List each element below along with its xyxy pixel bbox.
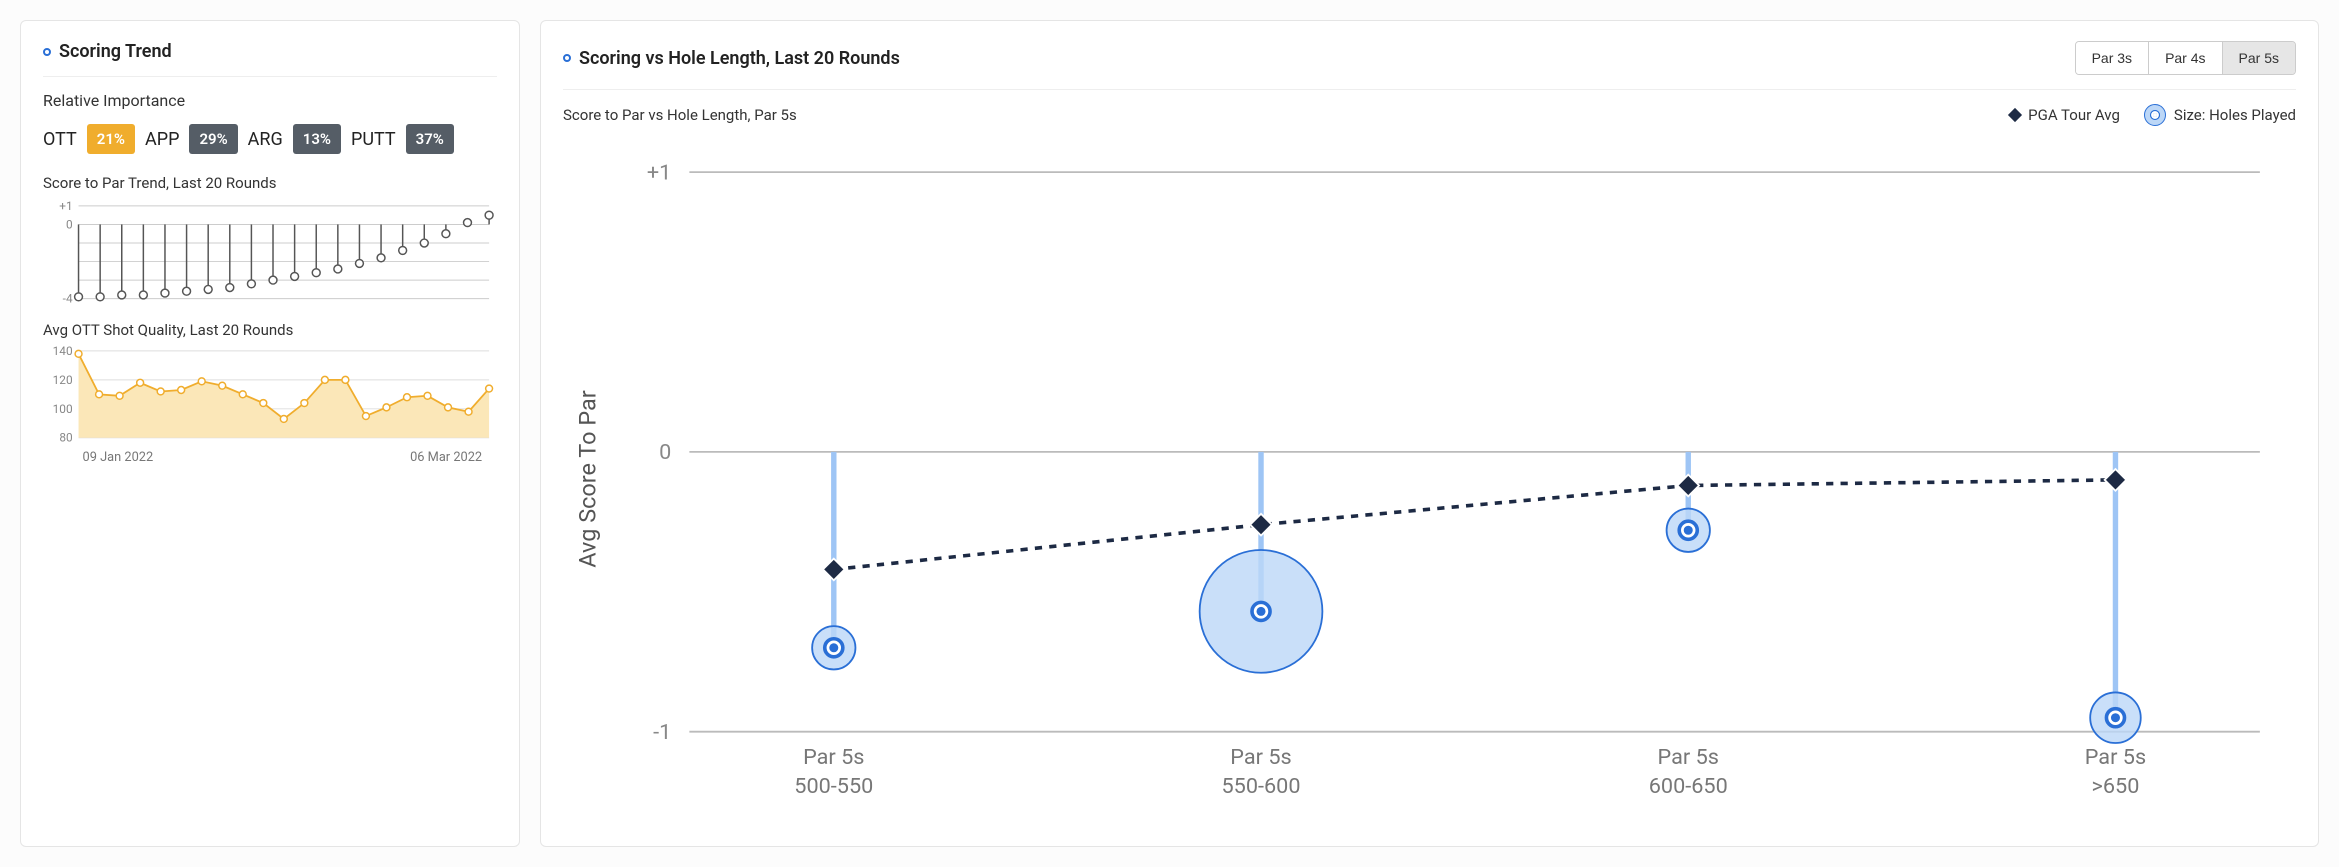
right-sub-row: Score to Par vs Hole Length, Par 5s PGA … bbox=[563, 104, 2296, 126]
svg-text:0: 0 bbox=[66, 217, 73, 231]
par-tab-group: Par 3sPar 4sPar 5s bbox=[2075, 41, 2296, 75]
legend-pga: PGA Tour Avg bbox=[2010, 106, 2120, 124]
relative-importance-label: Relative Importance bbox=[43, 91, 497, 110]
svg-text:140: 140 bbox=[53, 345, 73, 358]
divider bbox=[563, 89, 2296, 90]
scoring-vs-length-card: Scoring vs Hole Length, Last 20 Rounds P… bbox=[540, 20, 2319, 847]
svg-text:+1: +1 bbox=[647, 160, 671, 185]
svg-text:Par 5s: Par 5s bbox=[803, 745, 864, 770]
legend-size-label: Size: Holes Played bbox=[2174, 106, 2296, 124]
scoring-trend-card: Scoring Trend Relative Importance OTT 21%… bbox=[20, 20, 520, 847]
date-end: 06 Mar 2022 bbox=[410, 450, 482, 465]
right-subtitle: Score to Par vs Hole Length, Par 5s bbox=[563, 106, 797, 124]
hole-length-chart: Avg Score To Par +1 0 -1 Par 5s 500-550 Par 5s… bbox=[563, 136, 2296, 822]
importance-row: OTT 21% APP 29% ARG 13% PUTT 37% bbox=[43, 124, 497, 154]
ott-quality-chart: 140 120 100 80 bbox=[43, 345, 497, 444]
legend-pga-label: PGA Tour Avg bbox=[2028, 106, 2120, 124]
svg-text:0: 0 bbox=[659, 440, 671, 465]
legend-size: Size: Holes Played bbox=[2144, 104, 2296, 126]
bullet-icon bbox=[43, 48, 51, 56]
bullet-icon bbox=[563, 54, 571, 62]
right-title-row: Scoring vs Hole Length, Last 20 Rounds P… bbox=[563, 41, 2296, 75]
scoring-trend-title: Scoring Trend bbox=[43, 41, 497, 62]
svg-text:120: 120 bbox=[53, 372, 73, 386]
score-trend-chart-title: Score to Par Trend, Last 20 Rounds bbox=[43, 174, 497, 192]
bubble-icon bbox=[2144, 104, 2166, 126]
scoring-vs-length-title: Scoring vs Hole Length, Last 20 Rounds bbox=[563, 48, 900, 69]
importance-label: OTT bbox=[43, 129, 77, 150]
importance-badge: 29% bbox=[189, 124, 237, 154]
svg-text:>650: >650 bbox=[2092, 774, 2140, 799]
importance-label: APP bbox=[145, 129, 179, 150]
ott-quality-chart-title: Avg OTT Shot Quality, Last 20 Rounds bbox=[43, 321, 497, 339]
svg-text:+1: +1 bbox=[59, 199, 72, 213]
score-trend-chart: +1 0 -4 bbox=[43, 198, 497, 307]
bubble-inner-icon bbox=[2151, 111, 2159, 119]
importance-badge: 37% bbox=[406, 124, 454, 154]
svg-text:600-650: 600-650 bbox=[1649, 774, 1728, 799]
tab-par-5s[interactable]: Par 5s bbox=[2223, 42, 2295, 74]
diamond-icon bbox=[2008, 108, 2022, 122]
importance-badge: 21% bbox=[87, 124, 135, 154]
svg-text:80: 80 bbox=[59, 430, 72, 443]
tab-par-4s[interactable]: Par 4s bbox=[2149, 42, 2222, 74]
date-axis: 09 Jan 2022 06 Mar 2022 bbox=[43, 447, 497, 467]
svg-text:100: 100 bbox=[53, 401, 73, 415]
svg-text:Avg Score To Par: Avg Score To Par bbox=[574, 390, 602, 568]
legend-row: PGA Tour Avg Size: Holes Played bbox=[2010, 104, 2296, 126]
divider bbox=[43, 76, 497, 77]
svg-text:550-600: 550-600 bbox=[1222, 774, 1301, 799]
svg-text:Par 5s: Par 5s bbox=[2085, 745, 2146, 770]
svg-text:-1: -1 bbox=[653, 720, 671, 745]
scoring-vs-length-title-text: Scoring vs Hole Length, Last 20 Rounds bbox=[579, 48, 900, 69]
tab-par-3s[interactable]: Par 3s bbox=[2076, 42, 2149, 74]
svg-text:-4: -4 bbox=[63, 292, 73, 306]
scoring-trend-title-text: Scoring Trend bbox=[59, 41, 172, 62]
svg-text:Par 5s: Par 5s bbox=[1658, 745, 1719, 770]
importance-label: PUTT bbox=[351, 129, 396, 150]
date-start: 09 Jan 2022 bbox=[83, 450, 154, 465]
svg-text:500-550: 500-550 bbox=[794, 774, 873, 799]
importance-label: ARG bbox=[248, 129, 283, 150]
svg-text:Par 5s: Par 5s bbox=[1230, 745, 1291, 770]
importance-badge: 13% bbox=[293, 124, 341, 154]
